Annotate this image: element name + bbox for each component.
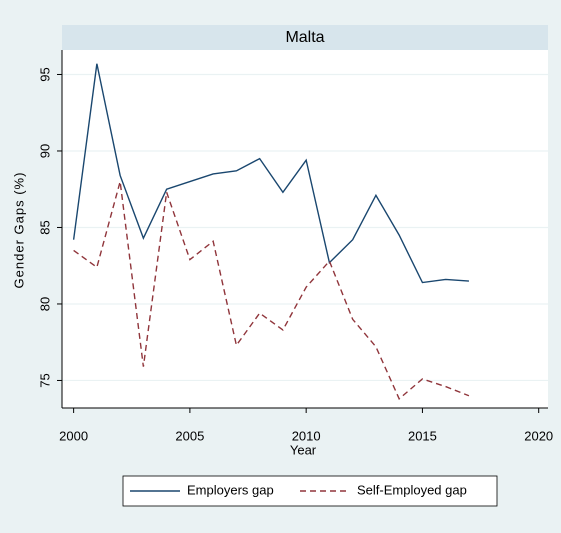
y-tick-label: 80 [37,297,52,311]
x-tick-label: 2020 [524,428,553,443]
title-band [62,25,548,50]
y-tick-label: 95 [37,67,52,81]
legend [122,475,498,507]
x-tick-label: 2005 [175,428,204,443]
series-line [73,181,470,400]
y-tick-label: 90 [37,144,52,158]
legend-label: Self-Employed gap [357,482,467,497]
y-tick-label: 85 [37,220,52,234]
legend-label: Employers gap [187,482,274,497]
y-axis-label: Gender Gaps (%) [11,172,26,289]
x-axis-label: Year [290,442,317,457]
plot-area [62,50,548,408]
x-tick-label: 2015 [408,428,437,443]
y-tick-label: 75 [37,373,52,387]
x-tick-label: 2010 [292,428,321,443]
series-line [72,63,469,284]
x-tick-label: 2000 [59,428,88,443]
chart-title: Malta [285,29,324,46]
